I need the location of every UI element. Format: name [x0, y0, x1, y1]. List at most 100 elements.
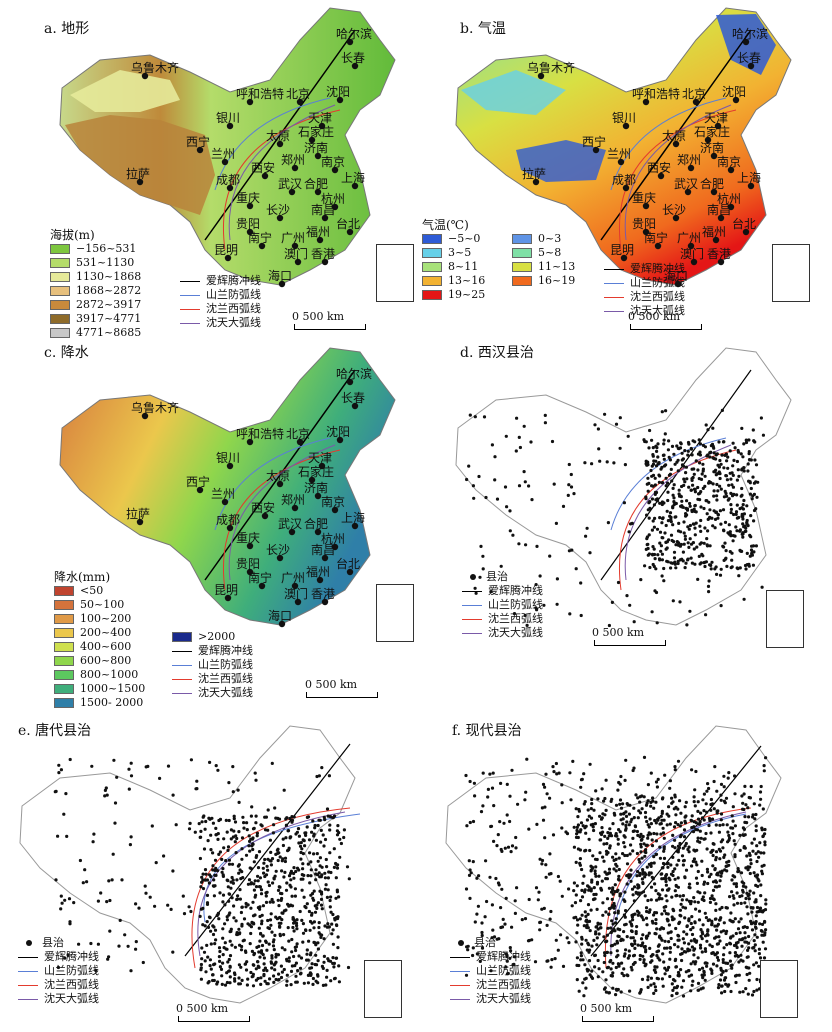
- line-swatch: [450, 970, 470, 972]
- county-point: [533, 960, 538, 964]
- county-point: [754, 812, 758, 817]
- city-label: 郑州: [281, 492, 305, 507]
- county-point: [712, 779, 716, 784]
- county-point: [694, 769, 698, 774]
- county-point: [294, 948, 298, 953]
- county-point: [598, 922, 603, 926]
- county-point: [257, 885, 262, 889]
- county-point: [688, 609, 692, 613]
- county-point: [253, 771, 257, 775]
- county-point: [685, 898, 689, 902]
- county-point: [227, 969, 231, 973]
- line-label: 山兰防弧线: [206, 288, 261, 301]
- county-point: [661, 984, 665, 988]
- county-point: [711, 897, 715, 901]
- county-point: [640, 915, 644, 919]
- county-point: [718, 978, 723, 982]
- county-point: [227, 899, 231, 903]
- line-label: 爱辉腾冲线: [476, 950, 531, 963]
- county-point: [57, 771, 61, 775]
- line-legend-entry: 沈天大弧线: [180, 316, 261, 330]
- county-point: [690, 453, 694, 457]
- county-point: [672, 986, 677, 990]
- county-point: [277, 921, 281, 925]
- scale-bar: [594, 640, 666, 646]
- county-point: [648, 500, 652, 504]
- county-point: [211, 851, 215, 855]
- line-swatch: [462, 590, 482, 592]
- county-point: [718, 823, 722, 827]
- county-point: [623, 952, 627, 956]
- city-marker: [622, 184, 630, 192]
- county-point: [764, 902, 768, 906]
- county-point: [504, 896, 508, 900]
- county-point: [623, 845, 627, 849]
- county-point: [593, 423, 597, 427]
- county-point: [762, 851, 766, 855]
- county-point: [252, 953, 256, 957]
- scale-label: 0 500 km: [292, 310, 345, 323]
- county-point: [517, 542, 521, 546]
- county-point: [127, 787, 131, 791]
- county-point: [247, 878, 252, 882]
- county-point: [725, 860, 729, 864]
- county-point: [228, 975, 232, 979]
- county-point: [277, 904, 281, 908]
- county-point: [666, 498, 670, 503]
- county-point: [523, 917, 528, 921]
- county-point: [692, 795, 696, 799]
- county-point: [763, 832, 767, 836]
- county-point: [323, 818, 327, 822]
- county-point: [332, 965, 336, 969]
- county-point: [233, 945, 237, 949]
- county-point: [115, 775, 119, 779]
- city-label: 海口: [664, 268, 688, 283]
- city-marker: [687, 242, 695, 250]
- county-point: [294, 869, 298, 874]
- county-point: [752, 492, 756, 496]
- county-point: [316, 823, 320, 828]
- county-point: [648, 565, 652, 570]
- county-point: [704, 831, 708, 836]
- county-point: [632, 816, 636, 820]
- county-point: [582, 874, 586, 878]
- county-point: [218, 965, 222, 969]
- county-point: [728, 959, 732, 963]
- county-point: [294, 961, 298, 965]
- county-point: [559, 933, 563, 937]
- county-point: [639, 937, 644, 941]
- county-point: [716, 986, 721, 990]
- county-point: [651, 453, 655, 457]
- county-point: [583, 910, 587, 914]
- county-point: [525, 757, 529, 761]
- county-point: [162, 854, 166, 858]
- county-point: [207, 816, 211, 820]
- county-point: [488, 875, 492, 879]
- county-point: [738, 848, 742, 852]
- county-point: [700, 816, 705, 820]
- panel-modern: f. 现代县治 县治 爱辉腾冲线 山兰防弧线 沈兰西弧线 沈天大弧线 0 500 km: [416, 686, 824, 1026]
- county-point: [221, 874, 225, 878]
- county-point: [625, 973, 629, 977]
- county-point: [523, 480, 527, 484]
- county-point: [585, 918, 589, 922]
- county-point: [668, 950, 672, 954]
- county-point: [496, 881, 501, 885]
- county-point: [722, 558, 726, 562]
- county-point: [649, 885, 654, 889]
- county-point: [260, 943, 265, 948]
- county-point: [263, 857, 267, 862]
- county-point: [695, 545, 699, 549]
- county-point: [207, 915, 212, 919]
- county-point: [627, 875, 631, 880]
- county-point: [106, 957, 110, 961]
- county-point: [755, 988, 759, 992]
- county-point: [611, 971, 615, 975]
- city-label: 成都: [216, 173, 240, 187]
- city-label: 长沙: [266, 203, 290, 217]
- county-point: [590, 880, 594, 884]
- legend-entry: 19~25: [422, 288, 512, 302]
- county-point: [511, 963, 515, 967]
- county-point: [733, 954, 737, 958]
- county-point: [189, 909, 193, 914]
